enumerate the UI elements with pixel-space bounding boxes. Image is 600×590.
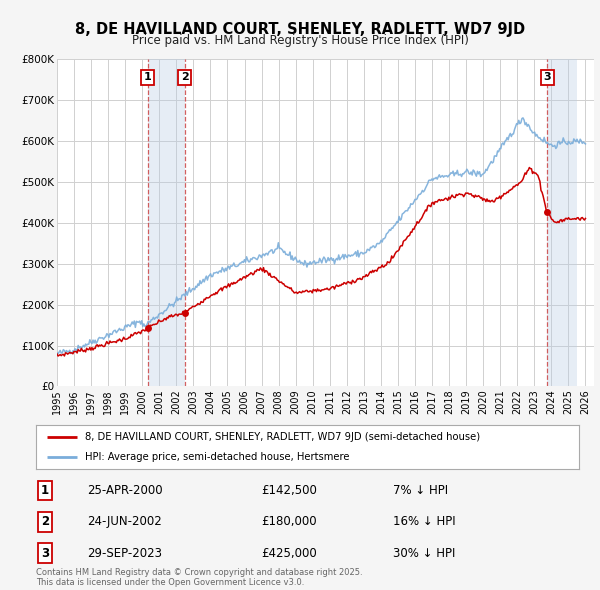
Text: 8, DE HAVILLAND COURT, SHENLEY, RADLETT, WD7 9JD (semi-detached house): 8, DE HAVILLAND COURT, SHENLEY, RADLETT,… [85, 432, 480, 442]
Text: Contains HM Land Registry data © Crown copyright and database right 2025.
This d: Contains HM Land Registry data © Crown c… [36, 568, 362, 587]
Text: 16% ↓ HPI: 16% ↓ HPI [393, 515, 455, 529]
Text: HPI: Average price, semi-detached house, Hertsmere: HPI: Average price, semi-detached house,… [85, 452, 349, 462]
Text: 24-JUN-2002: 24-JUN-2002 [87, 515, 162, 529]
Text: 3: 3 [41, 546, 49, 560]
Text: Price paid vs. HM Land Registry's House Price Index (HPI): Price paid vs. HM Land Registry's House … [131, 34, 469, 47]
Text: 2: 2 [181, 73, 188, 83]
Text: 7% ↓ HPI: 7% ↓ HPI [393, 484, 448, 497]
Text: 1: 1 [41, 484, 49, 497]
Text: 3: 3 [544, 73, 551, 83]
Text: 2: 2 [41, 515, 49, 529]
Text: £142,500: £142,500 [261, 484, 317, 497]
Text: 29-SEP-2023: 29-SEP-2023 [87, 546, 162, 560]
Text: 8, DE HAVILLAND COURT, SHENLEY, RADLETT, WD7 9JD: 8, DE HAVILLAND COURT, SHENLEY, RADLETT,… [75, 22, 525, 37]
Text: £425,000: £425,000 [261, 546, 317, 560]
Bar [148, 59, 185, 386]
Text: £180,000: £180,000 [261, 515, 317, 529]
Text: 1: 1 [144, 73, 152, 83]
Bar [547, 59, 577, 386]
Text: 25-APR-2000: 25-APR-2000 [87, 484, 163, 497]
Text: 30% ↓ HPI: 30% ↓ HPI [393, 546, 455, 560]
